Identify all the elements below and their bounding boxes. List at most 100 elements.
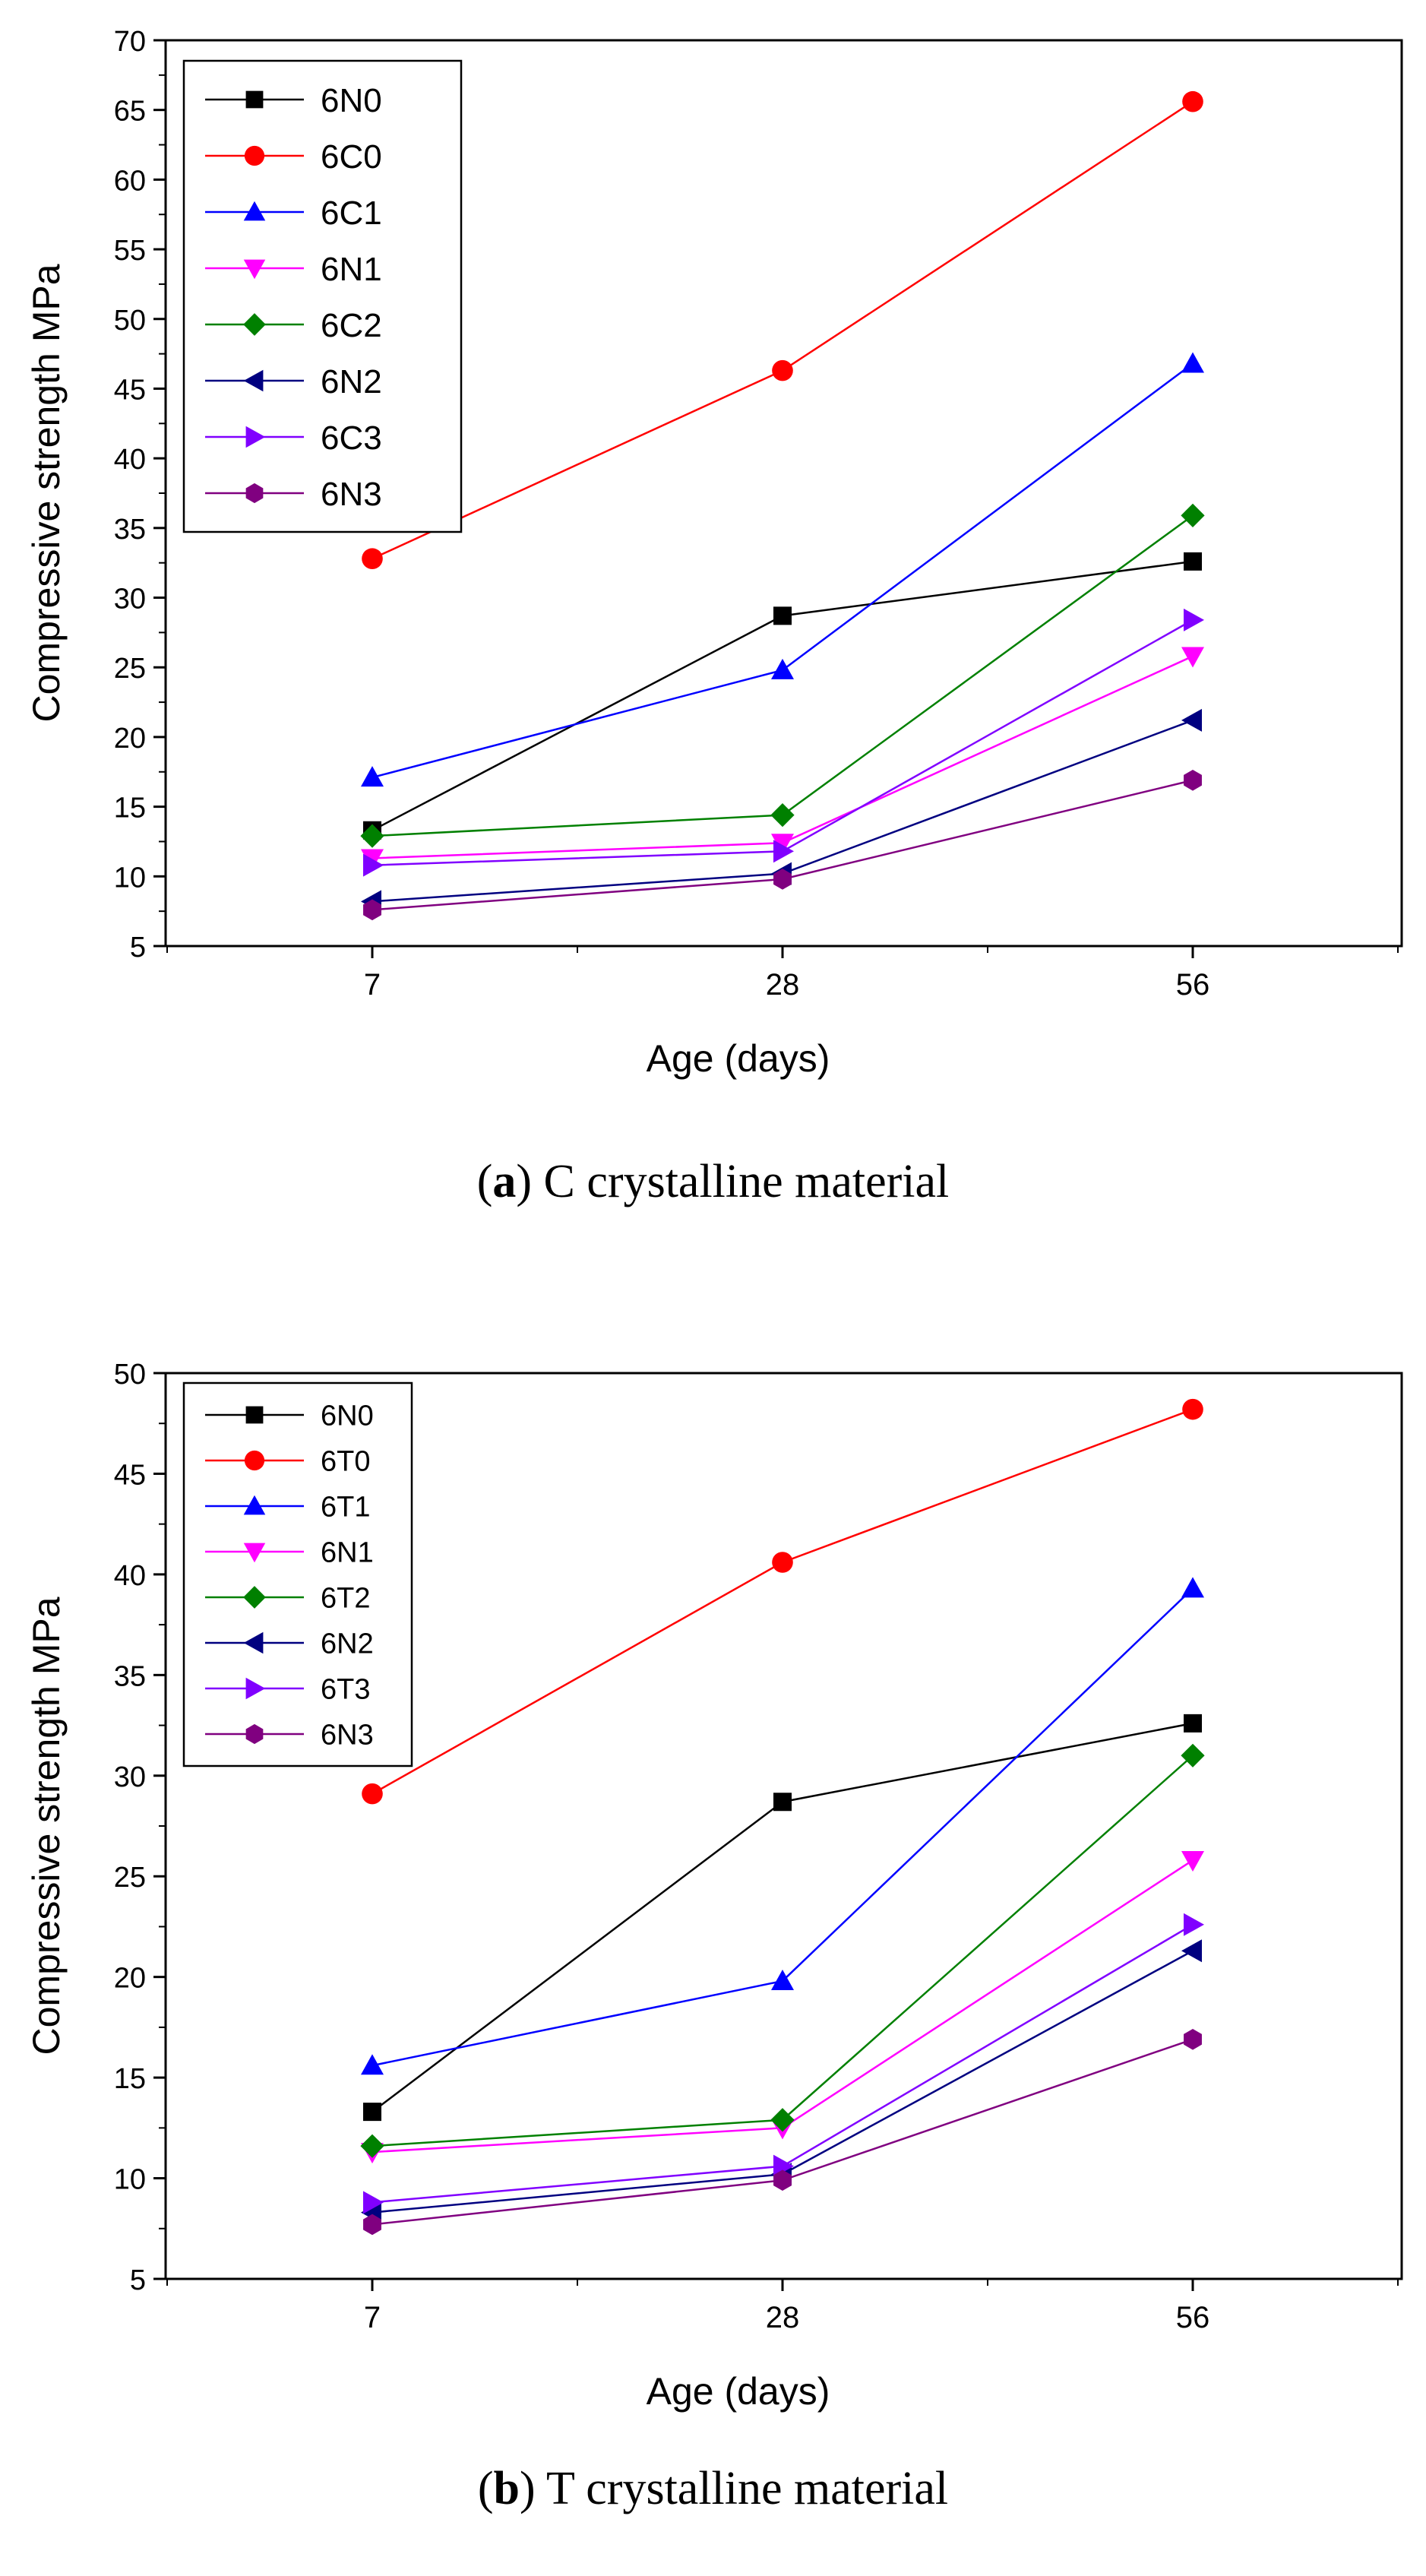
data-point-6T3 xyxy=(1184,1913,1204,1936)
series-line-6C1 xyxy=(372,362,1194,779)
series-6C1 xyxy=(361,352,1204,787)
series-6C2 xyxy=(360,503,1205,848)
legend-label: 6N0 xyxy=(321,1400,374,1432)
data-point-6C3 xyxy=(773,840,794,863)
series-6T3 xyxy=(363,1913,1204,2214)
series-6T0 xyxy=(362,1398,1203,1805)
data-point-6N3 xyxy=(363,899,381,921)
series-line-6N0 xyxy=(372,560,1194,831)
y-tick-label: 30 xyxy=(114,1761,146,1793)
y-tick-label: 25 xyxy=(114,653,146,685)
y-tick-label: 45 xyxy=(114,1459,146,1491)
legend-label: 6C0 xyxy=(321,138,382,176)
data-point-6T1 xyxy=(771,1969,794,1990)
data-point-6C0 xyxy=(362,548,383,569)
data-point-6N2 xyxy=(1181,708,1202,732)
legend-marker xyxy=(243,259,266,280)
legend-box xyxy=(182,1381,413,1767)
data-point-6C1 xyxy=(361,766,384,787)
y-tick-label: 10 xyxy=(114,2164,146,2196)
y-tick-label: 5 xyxy=(130,2264,146,2296)
legend-marker xyxy=(245,426,266,448)
data-point-6N3 xyxy=(363,2214,381,2236)
legend-marker xyxy=(245,483,264,504)
data-point-6C0 xyxy=(1182,90,1203,112)
data-point-6T0 xyxy=(362,1783,383,1805)
caption-b: (b) T crystalline material xyxy=(477,2463,949,2514)
data-point-6N2 xyxy=(1181,1939,1202,1963)
legend-marker xyxy=(243,313,266,336)
series-6N0 xyxy=(363,552,1202,840)
series-6T1 xyxy=(361,1577,1204,2075)
legend-marker xyxy=(245,1723,264,1745)
y-tick-label: 60 xyxy=(114,165,146,197)
series-line-6T1 xyxy=(372,1587,1194,2067)
legend-label: 6T1 xyxy=(321,1492,370,1524)
legend-marker xyxy=(243,1543,266,1563)
y-tick-label: 35 xyxy=(114,1660,146,1692)
data-point-6N0 xyxy=(773,606,792,625)
y-tick-label: 20 xyxy=(114,1963,146,1995)
data-point-6C2 xyxy=(770,803,795,828)
legend-label: 6C2 xyxy=(321,307,382,344)
data-point-6N3 xyxy=(773,869,792,890)
y-tick-label: 70 xyxy=(114,26,146,58)
data-point-6T0 xyxy=(1182,1398,1203,1420)
legend-marker xyxy=(244,145,265,166)
y-tick-label: 40 xyxy=(114,444,146,476)
legend-label: 6N3 xyxy=(321,1720,374,1752)
data-point-6T2 xyxy=(770,2108,795,2132)
legend-label: 6N0 xyxy=(321,82,382,119)
data-point-6T0 xyxy=(772,1552,793,1573)
data-point-6T1 xyxy=(361,2054,384,2075)
series-line-6T2 xyxy=(372,1755,1194,2147)
legend: 6N0 6T0 6T1 6N1 6T2 6N2 6T3 6N3 xyxy=(182,1381,413,1767)
data-point-6C3 xyxy=(1184,608,1204,631)
legend-marker xyxy=(245,1406,264,1424)
data-point-6N0 xyxy=(1184,552,1202,571)
x-tick-label: 56 xyxy=(1176,968,1210,1002)
series-6C0 xyxy=(362,90,1203,569)
x-tick-label: 28 xyxy=(766,968,800,1002)
y-tick-label: 5 xyxy=(130,932,146,964)
y-axis-label: Compressive strength MPa xyxy=(25,1597,68,2055)
series-line-6C0 xyxy=(372,100,1194,560)
series-6N3 xyxy=(363,769,1202,921)
y-tick-label: 40 xyxy=(114,1560,146,1592)
y-tick-label: 15 xyxy=(114,2063,146,2095)
x-axis-label: Age (days) xyxy=(647,1037,830,1080)
series-6N1 xyxy=(361,647,1204,870)
y-tick-label: 25 xyxy=(114,1862,146,1894)
data-point-6N0 xyxy=(363,2103,381,2122)
legend-marker xyxy=(243,369,264,392)
data-point-6T2 xyxy=(360,2134,384,2158)
series-6N0 xyxy=(363,1714,1202,2122)
data-point-6C3 xyxy=(363,853,384,877)
data-point-6C0 xyxy=(772,359,793,381)
y-tick-label: 45 xyxy=(114,374,146,406)
legend-marker xyxy=(245,1677,266,1700)
data-point-6T1 xyxy=(1181,1577,1204,1598)
data-point-6N1 xyxy=(771,834,794,855)
x-tick-label: 7 xyxy=(364,2301,381,2334)
legend-marker xyxy=(243,1631,264,1654)
data-point-6N3 xyxy=(773,2169,792,2191)
legend-label: 6T2 xyxy=(321,1583,370,1615)
y-tick-label: 30 xyxy=(114,584,146,616)
data-point-6N1 xyxy=(1181,647,1204,668)
data-point-6N0 xyxy=(1184,1714,1202,1733)
legend-label: 6C3 xyxy=(321,419,382,457)
data-point-6C1 xyxy=(1181,352,1204,373)
series-6T2 xyxy=(360,1743,1205,2158)
x-axis-label: Age (days) xyxy=(647,2370,830,2413)
y-axis-label: Compressive strength MPa xyxy=(25,264,68,722)
data-point-6N1 xyxy=(1181,1851,1204,1872)
y-tick-label: 65 xyxy=(114,96,146,128)
legend-label: 6T0 xyxy=(321,1446,370,1478)
data-point-6T3 xyxy=(773,2154,794,2178)
caption-a-text: C crystalline material xyxy=(543,1156,950,1207)
x-tick-label: 28 xyxy=(766,2301,800,2334)
x-tick-label: 56 xyxy=(1176,2301,1210,2334)
data-point-6C1 xyxy=(771,658,794,679)
y-tick-label: 50 xyxy=(114,1359,146,1391)
